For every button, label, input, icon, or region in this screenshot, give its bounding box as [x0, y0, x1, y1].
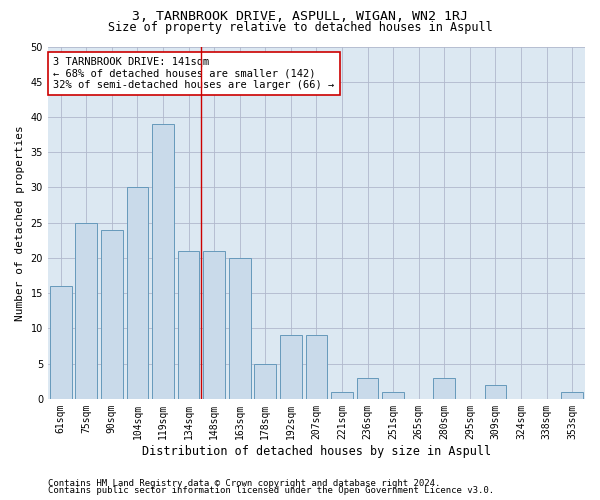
- Bar: [152, 124, 174, 399]
- Bar: [127, 188, 148, 399]
- Bar: [382, 392, 404, 399]
- Text: Size of property relative to detached houses in Aspull: Size of property relative to detached ho…: [107, 21, 493, 34]
- Text: 3 TARNBROOK DRIVE: 141sqm
← 68% of detached houses are smaller (142)
32% of semi: 3 TARNBROOK DRIVE: 141sqm ← 68% of detac…: [53, 57, 335, 90]
- Bar: [178, 251, 199, 399]
- Bar: [280, 336, 302, 399]
- Bar: [562, 392, 583, 399]
- Bar: [433, 378, 455, 399]
- Bar: [101, 230, 123, 399]
- Bar: [305, 336, 328, 399]
- Bar: [203, 251, 225, 399]
- Text: Contains public sector information licensed under the Open Government Licence v3: Contains public sector information licen…: [48, 486, 494, 495]
- Bar: [331, 392, 353, 399]
- Bar: [485, 384, 506, 399]
- Y-axis label: Number of detached properties: Number of detached properties: [15, 125, 25, 320]
- Bar: [229, 258, 251, 399]
- Bar: [254, 364, 276, 399]
- X-axis label: Distribution of detached houses by size in Aspull: Distribution of detached houses by size …: [142, 444, 491, 458]
- Text: Contains HM Land Registry data © Crown copyright and database right 2024.: Contains HM Land Registry data © Crown c…: [48, 478, 440, 488]
- Bar: [357, 378, 379, 399]
- Bar: [76, 222, 97, 399]
- Bar: [50, 286, 71, 399]
- Text: 3, TARNBROOK DRIVE, ASPULL, WIGAN, WN2 1RJ: 3, TARNBROOK DRIVE, ASPULL, WIGAN, WN2 1…: [132, 10, 468, 23]
